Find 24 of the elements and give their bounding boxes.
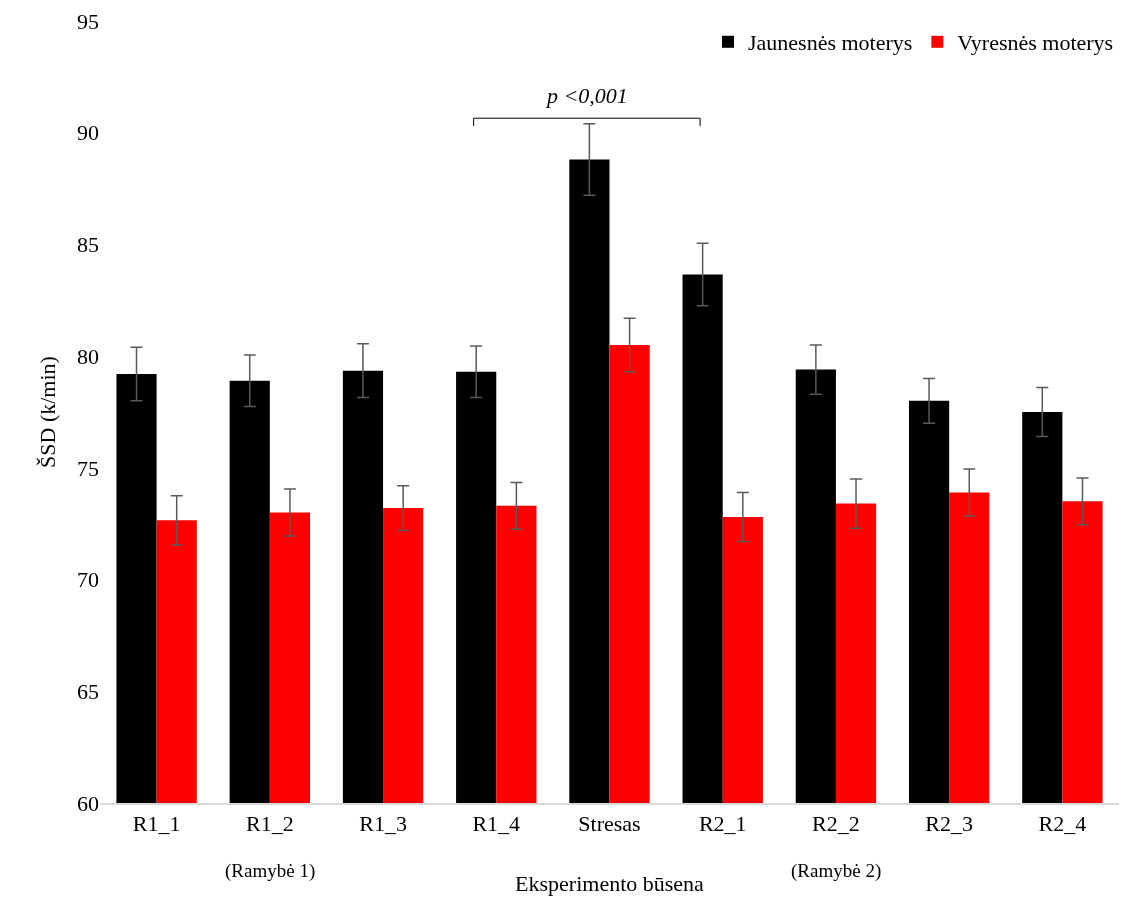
y-tick-label: 75 — [77, 455, 99, 481]
y-tick-label: 80 — [77, 343, 99, 369]
annotation: p <0,001 — [545, 83, 628, 108]
annotation: (Ramybė 2) — [791, 860, 882, 882]
x-tick-label: R1_3 — [359, 811, 407, 837]
y-tick-label: 70 — [77, 567, 99, 593]
y-tick-label: 65 — [77, 678, 99, 704]
x-tick-label: R2_4 — [1038, 811, 1087, 837]
y-tick-label: 95 — [77, 8, 99, 34]
y-axis-title: ŠSD (k/min) — [34, 356, 60, 468]
legend-label: Vyresnės moterys — [957, 30, 1114, 56]
x-tick-label: R1_1 — [132, 811, 181, 837]
y-tick-label: 90 — [77, 120, 99, 146]
x-tick-label: R1_2 — [245, 811, 294, 837]
y-tick-label: 60 — [77, 790, 99, 816]
x-tick-label: Stresas — [578, 811, 641, 837]
annotation: (Ramybė 1) — [225, 860, 316, 882]
x-tick-label: R2_2 — [812, 811, 860, 837]
x-tick-label: R2_3 — [925, 811, 974, 837]
x-tick-label: R1_4 — [472, 811, 521, 837]
x-tick-label: R2_1 — [698, 811, 747, 837]
y-tick-label: 85 — [77, 232, 99, 258]
x-axis-title: Eksperimento būsena — [515, 870, 705, 896]
legend-label: Jaunesnės moterys — [748, 30, 913, 56]
